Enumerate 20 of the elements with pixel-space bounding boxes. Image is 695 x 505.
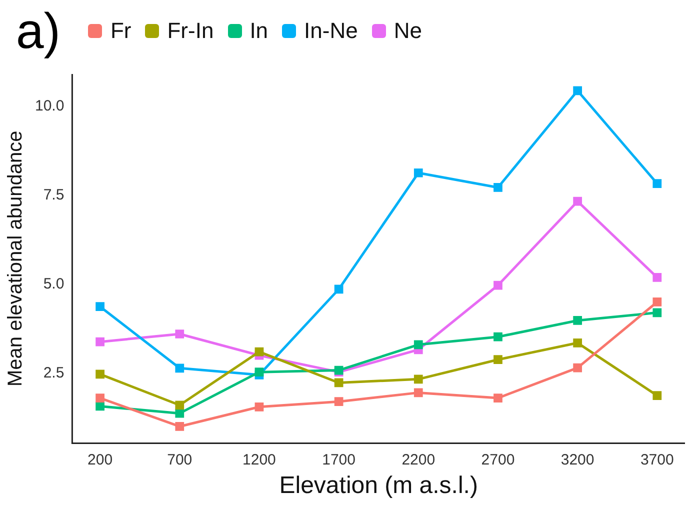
legend-label: In — [250, 18, 268, 44]
x-tick-label: 3200 — [560, 451, 594, 468]
x-tick-label: 1200 — [242, 451, 276, 468]
legend-label: Fr — [110, 18, 132, 44]
legend-label: Ne — [394, 18, 422, 44]
x-tick-label: 3700 — [640, 451, 674, 468]
x-tick-label: 1700 — [322, 451, 356, 468]
y-tick-label: 2.5 — [43, 364, 64, 382]
legend-label: In-Ne — [304, 18, 358, 44]
x-tick-label: 700 — [167, 451, 192, 468]
y-tick-label: 5.0 — [43, 275, 64, 292]
chart-title: a) — [16, 2, 60, 61]
x-tick-label: 2200 — [402, 451, 436, 468]
y-axis-title: Mean elevational abundance — [4, 130, 27, 386]
legend-label: Fr-In — [167, 18, 214, 44]
x-axis-title: Elevation (m a.s.l.) — [279, 472, 478, 500]
x-tick-label: 2700 — [481, 451, 515, 468]
y-tick-label: 10.0 — [34, 98, 64, 115]
y-tick-label: 7.5 — [43, 186, 64, 204]
x-tick-label: 200 — [88, 451, 113, 468]
